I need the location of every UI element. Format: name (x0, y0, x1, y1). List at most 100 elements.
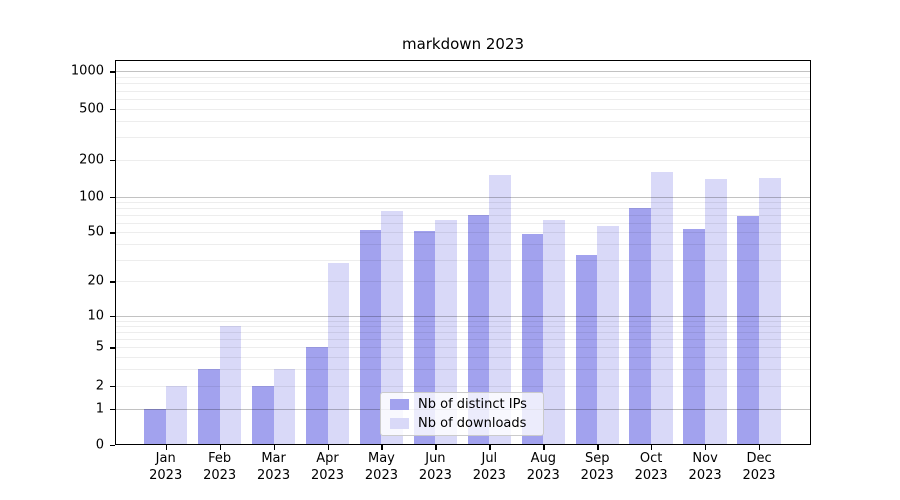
x-tick-month: Jun (425, 451, 446, 466)
x-tick-year: 2023 (688, 467, 722, 483)
bar-downloads-nov (705, 179, 727, 445)
x-tick-mark (381, 445, 383, 450)
x-tick-month: Feb (208, 451, 232, 466)
y-tick-mark (110, 232, 115, 234)
y-tick-label: 100 (79, 189, 104, 204)
x-tick-year: 2023 (149, 467, 183, 483)
y-tick-mark (110, 408, 115, 410)
bar-downloads-jun (435, 219, 458, 445)
gridline-minor (116, 83, 810, 85)
legend-swatch-downloads (390, 418, 409, 429)
x-tick-month: May (368, 451, 395, 466)
x-tick-year: 2023 (310, 467, 345, 483)
y-tick-label: 500 (79, 101, 104, 117)
y-tick-label: 2 (95, 378, 104, 394)
bar-downloads-may (381, 211, 404, 445)
x-tick-mark (705, 445, 707, 450)
x-tick-year: 2023 (257, 467, 291, 483)
gridline-minor (116, 160, 810, 161)
legend: Nb of distinct IPs Nb of downloads (380, 392, 544, 436)
x-tick-label: Sep 2023 (565, 451, 629, 484)
x-tick-label: Jun 2023 (403, 451, 467, 484)
x-tick-year: 2023 (472, 467, 506, 483)
x-tick-month: Dec (746, 451, 772, 466)
y-tick-mark (110, 315, 115, 317)
bar-distinct-ips-nov (683, 229, 706, 445)
x-tick-year: 2023 (364, 467, 398, 483)
x-tick-mark (435, 445, 437, 450)
gridline-minor (116, 137, 810, 139)
y-tick-label: 1 (95, 401, 104, 417)
x-tick-label: Apr 2023 (296, 451, 360, 484)
bar-distinct-ips-jan (144, 408, 166, 445)
bar-distinct-ips-mar (251, 386, 274, 445)
bar-distinct-ips-feb (197, 368, 220, 445)
x-tick-mark (651, 445, 653, 450)
y-tick-mark (110, 108, 115, 110)
bar-downloads-mar (273, 368, 296, 445)
bar-distinct-ips-apr (305, 347, 328, 445)
gridline-minor (116, 90, 810, 92)
bar-downloads-oct (651, 172, 673, 445)
x-tick-mark (165, 445, 167, 450)
x-tick-mark (489, 445, 491, 450)
gridline-minor (116, 108, 810, 110)
x-tick-month: Aug (530, 451, 556, 466)
bar-downloads-sep (597, 226, 619, 445)
bar-downloads-feb (219, 325, 242, 445)
bar-downloads-dec (759, 178, 781, 445)
y-tick-label: 0 (95, 437, 104, 453)
y-tick-mark (110, 160, 115, 162)
y-tick-mark (110, 71, 115, 73)
y-tick-label: 50 (87, 224, 104, 240)
y-tick-mark (110, 445, 115, 447)
bar-distinct-ips-may (359, 230, 382, 445)
x-tick-month: Sep (584, 451, 610, 466)
x-tick-year: 2023 (203, 467, 237, 483)
y-tick-label: 10 (87, 308, 104, 324)
x-tick-label: Aug 2023 (511, 451, 575, 484)
y-tick-label: 5 (95, 339, 104, 355)
bar-distinct-ips-dec (737, 215, 760, 445)
bar-distinct-ips-oct (629, 208, 652, 445)
legend-swatch-distinct-ips (390, 399, 409, 410)
x-tick-mark (273, 445, 275, 450)
x-tick-month: Jan (155, 451, 176, 466)
x-tick-year: 2023 (742, 467, 776, 483)
legend-label-downloads: Nb of downloads (418, 416, 527, 431)
x-tick-year: 2023 (634, 467, 668, 483)
x-tick-label: Dec 2023 (727, 451, 791, 484)
x-tick-mark (543, 445, 545, 450)
x-tick-label: Mar 2023 (242, 451, 306, 484)
x-tick-month: Oct (639, 451, 663, 466)
x-tick-label: Nov 2023 (673, 451, 737, 484)
bar-distinct-ips-jul (467, 214, 490, 445)
x-tick-month: Mar (261, 451, 286, 466)
chart-title: markdown 2023 (401, 35, 525, 53)
gridline-major (116, 71, 810, 73)
gridline-minor (116, 98, 810, 100)
x-tick-year: 2023 (418, 467, 452, 483)
legend-label-distinct-ips: Nb of distinct IPs (418, 397, 527, 412)
x-tick-month: Jul (481, 451, 498, 466)
x-tick-mark (219, 445, 221, 450)
x-tick-year: 2023 (580, 467, 614, 483)
gridline-minor (116, 121, 810, 123)
x-tick-label: Jul 2023 (457, 451, 521, 484)
x-tick-label: Oct 2023 (619, 451, 683, 484)
y-tick-mark (110, 281, 115, 283)
legend-item-downloads: Nb of downloads (390, 416, 543, 431)
legend-item-distinct-ips: Nb of distinct IPs (390, 397, 543, 412)
y-tick-label: 20 (87, 273, 104, 289)
x-tick-label: May 2023 (349, 451, 413, 484)
bar-distinct-ips-jun (413, 231, 436, 445)
bar-downloads-jan (165, 386, 188, 445)
x-tick-month: Nov (692, 451, 718, 466)
gridline-minor (116, 76, 810, 78)
x-tick-month: Apr (316, 451, 339, 466)
x-tick-mark (759, 445, 761, 450)
bar-distinct-ips-sep (575, 254, 598, 445)
x-tick-label: Feb 2023 (188, 451, 252, 484)
y-tick-mark (110, 386, 115, 388)
